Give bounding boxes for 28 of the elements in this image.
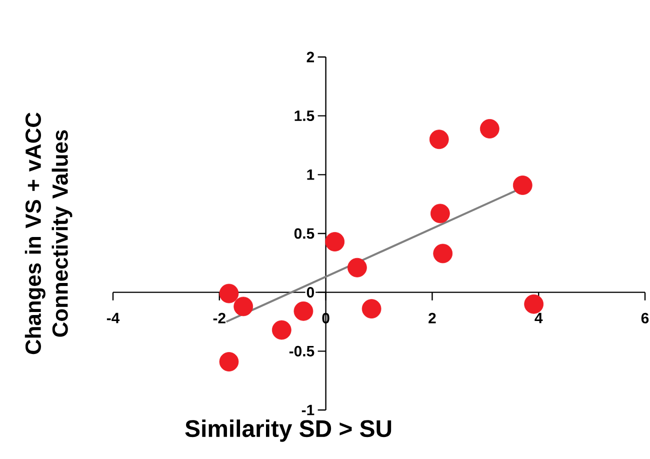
y-tick-label: 2	[306, 52, 314, 62]
y-axis-title: Changes in VS + vACC Connectivity Values	[24, 112, 72, 354]
point	[430, 204, 450, 224]
point	[433, 244, 453, 264]
point	[512, 176, 532, 195]
x-axis-title: Similarity SD > SU	[185, 420, 392, 442]
point	[429, 130, 449, 150]
point	[272, 320, 292, 340]
point	[524, 294, 544, 314]
y-tick-label: 1	[307, 170, 314, 180]
x-tick-label: -2	[213, 312, 226, 324]
x-tick-label: 4	[534, 312, 543, 324]
point	[234, 296, 254, 316]
point	[347, 258, 367, 278]
x-tick-label: 6	[641, 312, 649, 324]
point	[294, 301, 314, 321]
x-tick-label: -4	[106, 312, 120, 324]
point	[480, 119, 500, 138]
point	[219, 352, 239, 372]
point	[325, 232, 345, 252]
y-tick-label: -1	[302, 404, 314, 416]
y-tick-label: 0	[306, 287, 314, 298]
y-tick-label: -0.5	[289, 346, 314, 356]
y-tick-label: 0.5	[294, 228, 314, 239]
point	[362, 299, 382, 319]
x-tick-label: 2	[428, 312, 436, 324]
point	[219, 284, 239, 304]
y-tick-label: 1.5	[294, 110, 314, 122]
